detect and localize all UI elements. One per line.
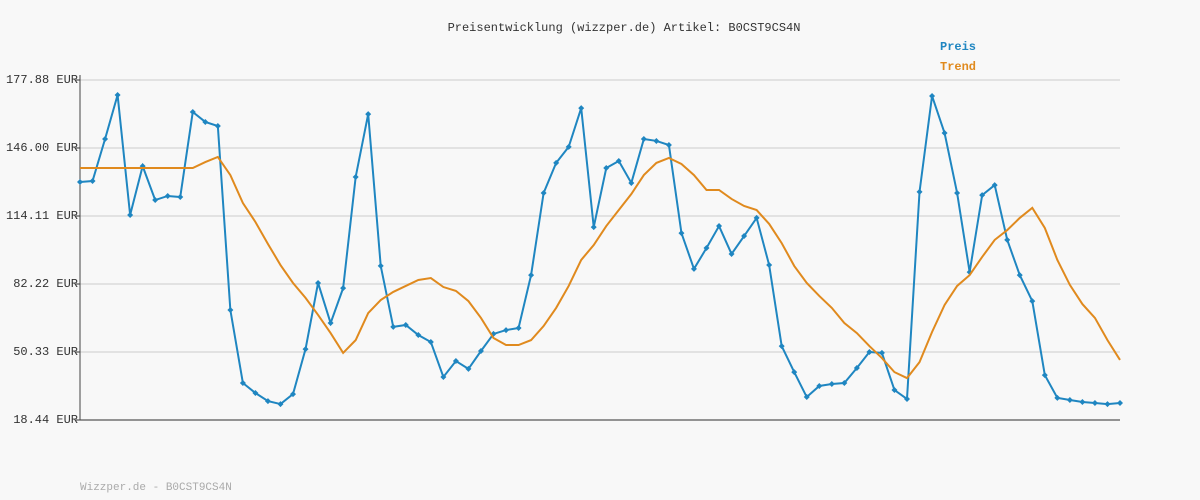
point <box>377 262 384 269</box>
point <box>352 173 359 180</box>
point <box>477 347 484 354</box>
point <box>1041 372 1048 379</box>
point <box>665 141 672 148</box>
point <box>152 197 159 204</box>
point <box>440 374 447 381</box>
y-tick-label: 146.00 EUR <box>6 141 78 155</box>
point <box>127 211 134 218</box>
point <box>816 382 823 389</box>
point <box>77 178 83 185</box>
point <box>878 349 885 356</box>
point <box>703 244 710 251</box>
point <box>603 165 610 172</box>
point <box>841 379 848 386</box>
point <box>202 118 209 125</box>
point <box>327 320 334 327</box>
point <box>390 323 397 330</box>
point <box>728 250 735 257</box>
point <box>941 130 948 137</box>
point <box>803 394 810 401</box>
y-tick-label: 177.88 EUR <box>6 73 78 87</box>
point <box>1117 400 1123 407</box>
point <box>903 395 910 402</box>
point <box>690 265 697 272</box>
y-tick-label: 114.11 EUR <box>6 209 78 223</box>
point <box>653 137 660 144</box>
point <box>628 179 635 186</box>
point <box>791 369 798 376</box>
point <box>340 285 347 292</box>
point <box>264 398 271 405</box>
point <box>916 188 923 195</box>
point <box>991 182 998 189</box>
point <box>1066 397 1073 404</box>
point <box>315 279 322 286</box>
point <box>615 157 622 164</box>
point <box>1104 401 1111 408</box>
point <box>189 108 196 115</box>
point <box>239 379 246 386</box>
point <box>891 387 898 394</box>
point <box>277 401 284 408</box>
point <box>1029 298 1036 305</box>
point <box>741 233 748 240</box>
point <box>578 105 585 112</box>
point <box>828 381 835 388</box>
point <box>402 321 409 328</box>
point <box>177 194 184 201</box>
point <box>89 178 96 185</box>
point <box>553 159 560 166</box>
point <box>766 262 773 269</box>
point <box>954 189 961 196</box>
point <box>1091 400 1098 407</box>
point <box>528 272 535 279</box>
point <box>1054 394 1061 401</box>
point <box>640 136 647 143</box>
line-trend <box>80 155 1121 380</box>
point <box>503 327 510 334</box>
y-tick-label: 50.33 EUR <box>13 345 78 359</box>
point <box>427 339 434 346</box>
point <box>415 332 422 338</box>
footer: Wizzper.de - B0CST9CS4N <box>80 482 232 494</box>
point <box>114 91 121 98</box>
y-tick-label: 18.44 EUR <box>13 413 78 427</box>
point <box>515 324 522 331</box>
point <box>465 365 472 372</box>
point <box>290 391 297 398</box>
y-tick-label: 82.22 EUR <box>13 277 78 291</box>
point <box>540 189 547 196</box>
legend-label: Trend <box>940 60 976 74</box>
point <box>214 123 221 130</box>
point <box>227 307 234 314</box>
point <box>302 346 309 353</box>
point <box>452 358 459 365</box>
chart-title: Preisentwicklung (wizzper.de) Artikel: B… <box>448 21 801 35</box>
point <box>753 214 760 221</box>
point <box>778 343 785 350</box>
point <box>365 111 372 118</box>
point <box>929 92 936 99</box>
point <box>164 192 171 199</box>
point <box>102 136 109 143</box>
point <box>565 143 572 150</box>
point <box>590 224 597 231</box>
line-preis <box>79 94 1121 406</box>
point <box>853 365 860 372</box>
point <box>1079 398 1086 405</box>
point <box>979 192 986 199</box>
point <box>252 390 259 397</box>
point <box>1004 236 1011 243</box>
point <box>866 349 873 356</box>
point <box>1016 272 1023 279</box>
point <box>716 223 723 230</box>
point <box>678 230 685 237</box>
legend-label: Preis <box>940 40 976 54</box>
